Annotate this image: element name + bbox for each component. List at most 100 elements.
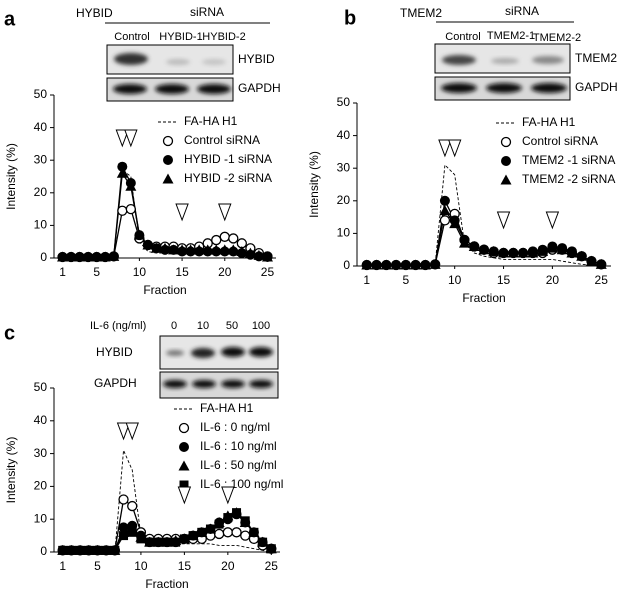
marker xyxy=(150,242,162,253)
marker xyxy=(116,167,128,178)
marker xyxy=(429,258,441,269)
marker xyxy=(585,255,597,266)
band xyxy=(491,58,519,64)
marker xyxy=(163,155,173,165)
band xyxy=(197,84,231,94)
marker xyxy=(227,244,239,255)
marker xyxy=(179,480,189,490)
x-tick-label: 15 xyxy=(175,265,189,279)
marker xyxy=(500,136,512,148)
marker xyxy=(266,544,276,554)
marker xyxy=(117,161,128,172)
y-tick-label: 20 xyxy=(34,479,48,493)
arrowhead xyxy=(496,211,511,230)
lane-label: 0 xyxy=(171,320,177,332)
arrowhead xyxy=(116,422,131,441)
arrowhead xyxy=(545,211,560,230)
arrowhead xyxy=(175,203,189,222)
marker xyxy=(439,215,451,226)
marker xyxy=(219,244,231,255)
band xyxy=(192,380,216,388)
marker xyxy=(500,174,512,185)
marker xyxy=(91,251,103,262)
marker xyxy=(219,231,230,242)
marker xyxy=(57,251,69,262)
marker xyxy=(419,259,431,270)
blot-group: siRNA xyxy=(190,5,224,19)
row-label: TMEM2 xyxy=(575,51,617,65)
arrowhead xyxy=(125,422,139,441)
band xyxy=(202,59,226,65)
y-tick-label: 10 xyxy=(337,226,351,240)
marker xyxy=(171,537,181,547)
y-tick-label: 40 xyxy=(34,120,48,134)
marker xyxy=(595,258,607,269)
lane-label: HYBID-1 xyxy=(159,31,202,43)
marker xyxy=(162,135,174,147)
panel-label: b xyxy=(344,7,356,29)
marker xyxy=(240,516,250,526)
y-tick-label: 30 xyxy=(337,160,351,174)
band xyxy=(163,380,187,388)
marker xyxy=(66,545,76,555)
x-axis-label: Fraction xyxy=(145,577,188,591)
marker xyxy=(527,247,539,258)
x-tick-label: 25 xyxy=(595,273,609,287)
marker xyxy=(145,537,155,547)
marker xyxy=(153,537,163,547)
marker xyxy=(400,259,412,270)
arrowhead xyxy=(438,139,452,158)
marker xyxy=(478,244,490,255)
x-axis-label: Fraction xyxy=(143,283,186,297)
row-label: GAPDH xyxy=(94,376,137,390)
marker xyxy=(223,513,233,523)
band xyxy=(114,53,148,65)
legend-label: FA-HA H1 xyxy=(522,115,576,129)
marker xyxy=(361,259,373,270)
y-tick-label: 10 xyxy=(34,511,48,525)
marker xyxy=(178,422,190,434)
blot-header: HYBID xyxy=(76,6,113,20)
x-tick-label: 1 xyxy=(363,273,370,287)
legend-label: TMEM2 -1 siRNA xyxy=(522,153,615,167)
marker xyxy=(110,545,120,555)
legend-label: IL-6 : 10 ng/ml xyxy=(200,439,277,453)
marker xyxy=(449,218,461,229)
legend-label: Control siRNA xyxy=(522,134,598,148)
legend-label: IL-6 : 0 ng/ml xyxy=(200,420,270,434)
marker xyxy=(117,205,128,216)
marker xyxy=(133,229,145,240)
marker xyxy=(556,244,568,255)
lane-label: 100 xyxy=(252,320,270,332)
y-axis-label: Intensity (%) xyxy=(4,143,18,210)
marker xyxy=(228,233,239,244)
blot-header: IL-6 (ng/ml) xyxy=(90,320,146,332)
x-tick-label: 1 xyxy=(59,265,66,279)
panel-label: a xyxy=(4,8,16,30)
y-tick-label: 10 xyxy=(34,218,48,232)
legend-label: IL-6 : 100 ng/ml xyxy=(200,477,283,491)
band xyxy=(486,83,522,93)
marker xyxy=(99,251,111,262)
x-tick-label: 5 xyxy=(403,273,410,287)
marker xyxy=(179,442,189,452)
marker xyxy=(439,195,450,206)
band xyxy=(113,84,147,94)
marker xyxy=(214,519,224,529)
y-tick-label: 50 xyxy=(337,95,351,109)
marker xyxy=(258,537,268,547)
arrowhead xyxy=(124,129,138,148)
x-axis-label: Fraction xyxy=(462,291,505,305)
marker xyxy=(74,251,86,262)
legend-label: HYBID -2 siRNA xyxy=(184,171,272,185)
marker xyxy=(82,251,94,262)
marker xyxy=(125,203,136,215)
series-line xyxy=(366,208,602,266)
x-tick-label: 5 xyxy=(94,559,101,573)
band xyxy=(221,380,245,388)
lane-label: 50 xyxy=(226,320,238,332)
marker xyxy=(159,242,171,253)
y-tick-label: 30 xyxy=(34,152,48,166)
marker xyxy=(488,245,500,256)
